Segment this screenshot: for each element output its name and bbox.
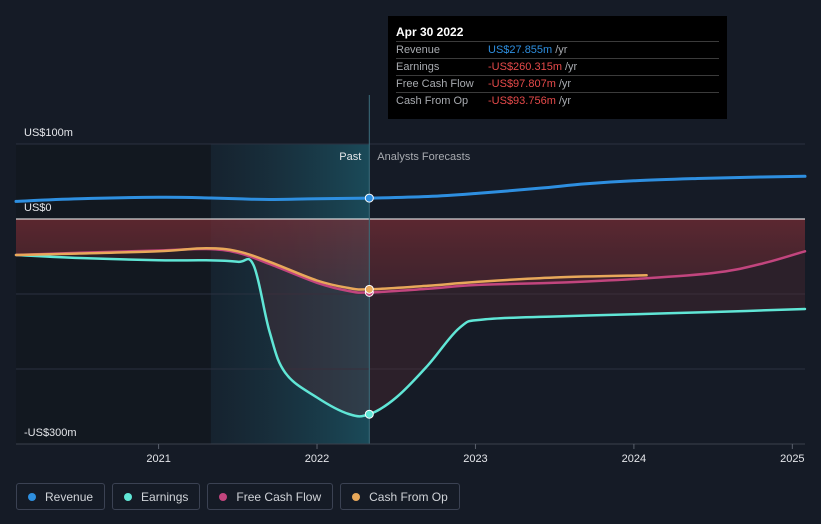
tooltip-unit: /yr — [558, 95, 572, 107]
forecast-label: Analysts Forecasts — [377, 151, 470, 163]
legend-dot-icon — [28, 492, 36, 501]
tooltip-row-cash-from-op: Cash From Op -US$93.756m /yr — [396, 92, 719, 109]
legend-label: Cash From Op — [369, 489, 448, 504]
data-point-cash-from-op — [364, 284, 374, 294]
legend-dot-icon — [219, 492, 228, 501]
tooltip-unit: /yr — [565, 61, 578, 73]
x-tick-label: 2024 — [622, 453, 646, 465]
negative-cashflow-area — [16, 219, 805, 293]
y-label-zero: US$0 — [24, 202, 52, 214]
tooltip-label: Earnings — [396, 61, 440, 73]
legend-item-free-cash-flow[interactable]: Free Cash Flow — [207, 483, 334, 510]
past-label: Past — [339, 151, 361, 163]
tooltip-label: Revenue — [396, 44, 441, 56]
data-point-earnings — [364, 409, 374, 419]
x-tick-label: 2023 — [463, 453, 487, 465]
data-point-revenue — [364, 193, 374, 203]
legend-label: Free Cash Flow — [236, 489, 322, 504]
negative-earnings-area — [16, 219, 805, 417]
x-tick-label: 2025 — [780, 453, 804, 465]
tooltip-label: Free Cash Flow — [396, 78, 474, 90]
series-line-cash-from-op — [14, 247, 648, 291]
legend-item-cash-from-op[interactable]: Cash From Op — [340, 483, 460, 510]
legend-dot-icon — [124, 492, 133, 501]
x-tick-label: 2021 — [146, 453, 170, 465]
tooltip-value: -US$260.315m — [488, 61, 562, 73]
tooltip-label: Cash From Op — [396, 95, 469, 107]
legend-label: Earnings — [141, 489, 189, 504]
y-label-bottom: -US$300m — [24, 427, 77, 439]
tooltip-value: -US$97.807m — [488, 78, 556, 90]
tooltip-value: -US$93.756m — [488, 95, 556, 107]
legend-label: Revenue — [45, 489, 94, 504]
tooltip-unit: /yr — [558, 78, 572, 90]
data-tooltip: Apr 30 2022 Revenue US$27.855m /yr Earni… — [388, 16, 727, 119]
x-tick-label: 2022 — [305, 453, 329, 465]
legend-item-revenue[interactable]: Revenue — [16, 483, 106, 510]
chart-legend: Revenue Earnings Free Cash Flow Cash Fro… — [16, 483, 460, 510]
legend-item-earnings[interactable]: Earnings — [112, 483, 201, 510]
tooltip-row-revenue: Revenue US$27.855m /yr — [396, 41, 719, 58]
y-label-top: US$100m — [24, 127, 73, 139]
tooltip-value: US$27.855m — [488, 44, 553, 56]
series-line-earnings — [14, 253, 807, 418]
tooltip-unit: /yr — [555, 44, 568, 56]
series-line-revenue — [14, 174, 807, 203]
tooltip-row-earnings: Earnings -US$260.315m /yr — [396, 58, 719, 75]
tooltip-date: Apr 30 2022 — [396, 25, 464, 39]
legend-dot-icon — [352, 492, 361, 501]
tooltip-row-free-cash-flow: Free Cash Flow -US$97.807m /yr — [396, 75, 719, 92]
